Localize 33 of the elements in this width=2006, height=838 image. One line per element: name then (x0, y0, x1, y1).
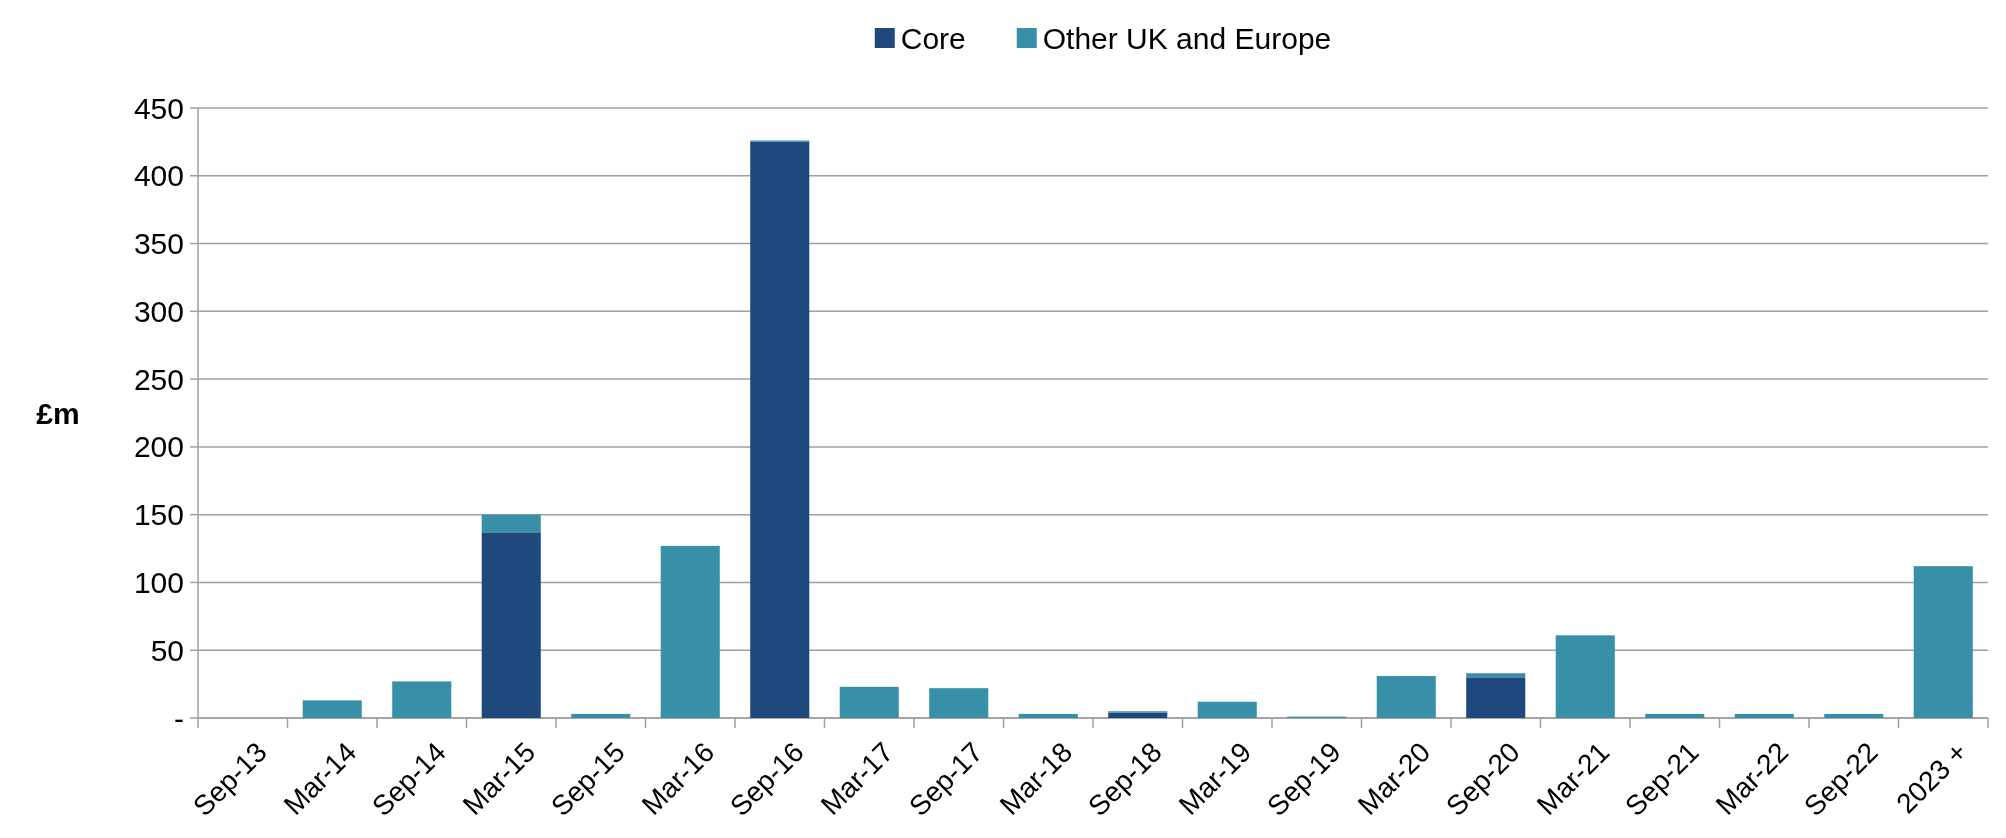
bar (929, 688, 989, 718)
y-tick-label: - (174, 701, 184, 735)
y-tick-label: 350 (133, 227, 184, 261)
bar (660, 545, 720, 718)
bar (1734, 713, 1794, 718)
legend-label: Other UK and Europe (1042, 21, 1332, 55)
bar (1108, 712, 1168, 718)
bar (1913, 566, 1973, 718)
y-tick-label: 50 (150, 633, 184, 667)
y-tick-label: 450 (133, 91, 184, 125)
y-tick-label: 300 (133, 294, 184, 328)
legend-label: Core (900, 21, 966, 55)
y-axis-title: £m (36, 396, 80, 430)
bar (481, 514, 541, 533)
y-tick-label: 250 (133, 362, 184, 396)
bar (750, 141, 810, 718)
bar (1376, 675, 1436, 718)
bar (1645, 713, 1705, 718)
y-tick-label: 150 (133, 498, 184, 532)
bar (392, 681, 452, 718)
bar (1466, 677, 1526, 718)
y-tick-label: 400 (133, 159, 184, 193)
bar (1466, 673, 1526, 678)
y-tick-label: 100 (133, 565, 184, 599)
bar (839, 686, 899, 718)
bar (1824, 713, 1884, 718)
bar (1197, 701, 1257, 718)
bar (1555, 635, 1615, 718)
bar (302, 700, 362, 718)
bar (481, 532, 541, 718)
bar (1018, 713, 1078, 718)
bar (571, 713, 631, 718)
y-tick-label: 200 (133, 430, 184, 464)
